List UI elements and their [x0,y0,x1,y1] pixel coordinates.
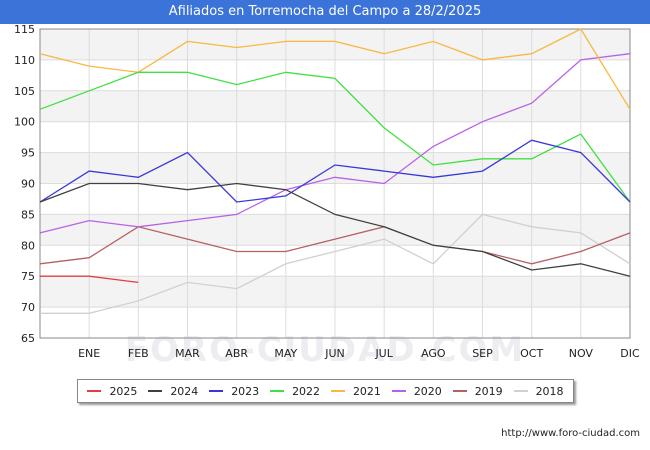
legend-item-2021: 2021 [330,384,381,398]
legend-item-2018: 2018 [513,384,564,398]
x-tick-label: JUL [374,347,393,360]
legend-swatch [270,390,285,392]
y-tick-label: 85 [21,208,35,221]
chart-title: Afiliados en Torremocha del Campo a 28/2… [0,0,650,24]
legend-swatch [513,390,528,392]
legend-item-2020: 2020 [391,384,442,398]
legend-swatch [148,390,163,392]
watermark: FORO-CIUDAD.COM [124,330,526,370]
y-tick-label: 70 [21,301,35,314]
series-line-2022 [39,71,631,203]
x-tick-label: OCT [520,347,543,360]
legend-swatch [391,390,406,392]
legend-label: 2023 [231,384,260,398]
series-line-2024 [39,182,631,277]
x-tick-label: SEP [472,347,493,360]
legend-item-2019: 2019 [452,384,503,398]
y-tick-label: 80 [21,239,35,252]
legend-swatch [209,390,224,392]
y-tick-label: 110 [14,54,35,67]
y-tick-label: 115 [14,23,35,36]
y-tick-label: 95 [21,147,35,160]
legend-label: 2022 [292,384,321,398]
legend-item-2022: 2022 [270,385,320,398]
x-tick-label: ENE [78,347,100,360]
y-tick-label: 75 [21,270,35,283]
legend-label: 2025 [109,384,138,398]
legend-swatch [452,390,467,392]
series-line-2018 [40,213,631,314]
series-line-2020 [39,53,631,234]
legend: 2025 2024 2023 2022 2021 2020 2019 2018 [77,379,574,403]
y-tick-label: 65 [21,332,35,345]
legend-label: 2024 [170,384,199,398]
x-tick-label: ABR [225,347,248,360]
x-tick-label: NOV [569,347,594,360]
series-line-2023 [39,139,631,203]
x-tick-label: MAR [175,347,200,360]
y-tick-label: 105 [14,85,35,98]
x-tick-label: DIC [620,347,640,360]
legend-swatch [330,390,345,392]
legend-label: 2020 [413,384,442,398]
legend-swatch [87,390,102,392]
source-url: http://www.foro-ciudad.com [501,428,640,439]
legend-item-2023: 2023 [209,385,259,398]
legend-label: 2021 [352,384,381,398]
legend-label: 2019 [474,384,503,398]
legend-item-2024: 2024 [148,385,198,398]
x-tick-label: FEB [128,347,149,360]
y-tick-label: 90 [21,178,35,191]
plot-frame [39,28,631,339]
series-line-2025 [40,275,139,284]
x-tick-label: AGO [421,347,446,360]
x-tick-label: JUN [324,347,345,360]
y-tick-label: 100 [14,116,35,129]
x-tick-label: MAY [274,347,297,360]
legend-label: 2018 [535,384,564,398]
legend-item-2025: 2025 [87,385,137,398]
